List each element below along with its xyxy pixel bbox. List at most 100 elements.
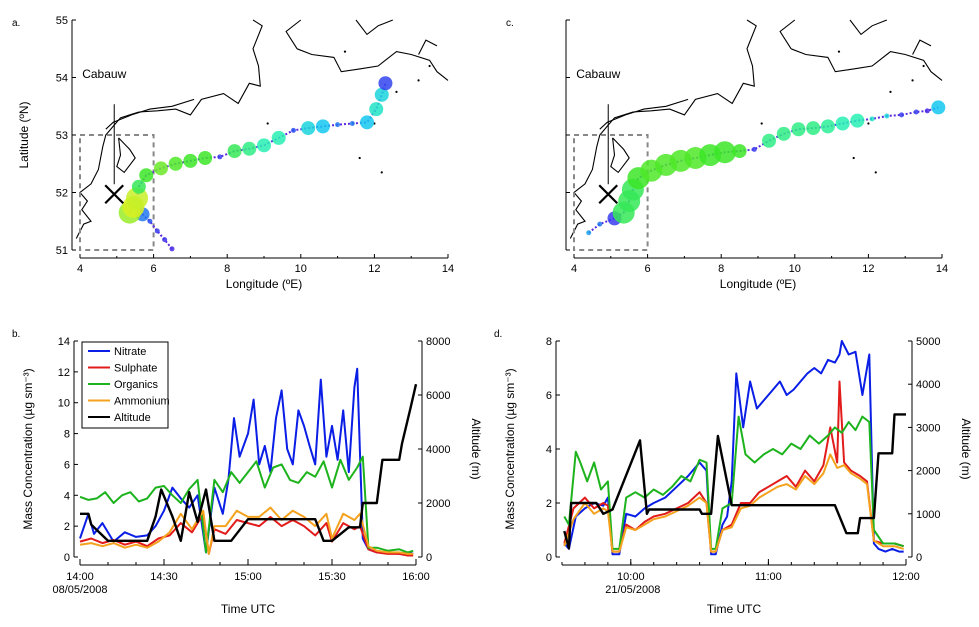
track-point-2 <box>597 221 603 227</box>
y2-axis-label: Altitude (m) <box>469 418 483 479</box>
track-point-1 <box>586 230 592 236</box>
flight-track-line <box>588 106 939 234</box>
y-tick-label-4: 4 <box>64 490 70 502</box>
track-point-13 <box>713 141 736 164</box>
region-box <box>79 134 155 251</box>
track-point-1 <box>169 246 175 252</box>
y2-tick-label-4000: 4000 <box>916 379 940 391</box>
x-tick-label-12: 12 <box>862 263 874 275</box>
x-tick-label-6: 6 <box>645 263 651 275</box>
x-tick-label-0: 14:00 <box>66 571 94 583</box>
y-tick-label-0: 0 <box>546 552 552 564</box>
panel-label: c. <box>506 18 514 29</box>
y2-tick-label-1000: 1000 <box>916 509 940 521</box>
legend-label-sulphate: Sulphate <box>114 363 157 375</box>
x-tick-label-60: 15:00 <box>234 571 262 583</box>
date-label: 08/05/2008 <box>52 584 107 596</box>
legend-label-organics: Organics <box>114 379 159 391</box>
x-axis-label: Longitude (ºE) <box>720 277 796 291</box>
island-5 <box>760 122 763 125</box>
x-tick-label-14: 14 <box>936 263 948 275</box>
coastline-7 <box>912 39 932 55</box>
track-point-15 <box>751 146 757 152</box>
track-point-16 <box>217 154 223 160</box>
track-point-23 <box>315 119 330 134</box>
panel-label: b. <box>12 329 20 340</box>
x-tick-label-4: 4 <box>571 263 577 275</box>
track-point-24 <box>335 122 341 128</box>
track-point-19 <box>806 121 821 136</box>
y-tick-label-14: 14 <box>58 336 70 348</box>
island-5 <box>266 122 269 125</box>
track-point-27 <box>924 108 930 114</box>
y-axis-label: Mass Concentration (µg sm⁻³) <box>21 368 35 529</box>
legend-label-nitrate: Nitrate <box>114 346 146 358</box>
track-point-18 <box>791 122 806 137</box>
track-point-14 <box>732 144 747 159</box>
coastline-2 <box>610 137 630 174</box>
y2-axis-label: Altitude (m) <box>959 418 973 479</box>
series-organics <box>563 415 904 550</box>
y-tick-label-6: 6 <box>546 390 552 402</box>
y-tick-label-2: 2 <box>64 521 70 533</box>
island-4 <box>837 50 841 53</box>
y2-tick-label-6000: 6000 <box>426 390 450 402</box>
track-point-26 <box>913 109 919 115</box>
track-point-17 <box>776 126 791 141</box>
legend-label-ammonium: Ammonium <box>114 396 170 408</box>
track-point-15 <box>198 151 213 165</box>
x-tick-label-8: 8 <box>718 263 724 275</box>
y-tick-label-51: 51 <box>56 245 68 257</box>
series-altitude <box>80 383 418 542</box>
track-point-2 <box>162 237 168 243</box>
island-1 <box>417 79 420 82</box>
track-point-25 <box>349 121 355 126</box>
series-altitude <box>563 413 906 550</box>
panel-label: d. <box>494 329 502 340</box>
track-point-28 <box>374 87 389 102</box>
coastline-6 <box>849 19 888 36</box>
island-3 <box>922 64 925 68</box>
legend-label-altitude: Altitude <box>114 412 151 424</box>
island-1 <box>911 79 914 82</box>
y-axis-label: Mass Concentration (µg sm⁻³) <box>503 368 517 529</box>
coastline-1 <box>75 19 263 239</box>
track-point-27 <box>369 102 384 117</box>
track-point-21 <box>290 127 296 133</box>
island-2 <box>395 90 398 93</box>
x-axis-label: Time UTC <box>707 602 762 616</box>
track-point-25 <box>899 112 905 118</box>
track-point-16 <box>762 133 777 148</box>
y2-tick-label-5000: 5000 <box>916 336 940 348</box>
coastline-1 <box>569 19 757 239</box>
cabauw-label: Cabauw <box>82 67 126 81</box>
track-point-22 <box>850 113 865 128</box>
y-tick-label-10: 10 <box>58 398 70 410</box>
island-6 <box>867 122 870 125</box>
y2-tick-label-3000: 3000 <box>916 422 940 434</box>
track-point-22 <box>301 121 316 136</box>
y2-tick-label-4000: 4000 <box>426 444 450 456</box>
y-tick-label-8: 8 <box>64 429 70 441</box>
x-tick-label-12: 12 <box>368 263 380 275</box>
x-tick-label-8: 8 <box>224 263 230 275</box>
y-tick-label-12: 12 <box>58 367 70 379</box>
y2-tick-label-2000: 2000 <box>916 466 940 478</box>
coastline-6 <box>355 19 394 36</box>
track-point-13 <box>168 156 183 171</box>
island-7 <box>852 156 855 160</box>
track-point-10 <box>131 179 146 194</box>
y-tick-label-53: 53 <box>56 130 68 142</box>
y-tick-label-0: 0 <box>64 552 70 564</box>
series-nitrate <box>79 367 414 555</box>
track-point-14 <box>183 153 198 168</box>
series-ammonium <box>79 506 414 555</box>
track-point-28 <box>931 100 946 115</box>
x-tick-label-60: 11:00 <box>755 571 782 583</box>
coastline-5 <box>779 19 796 50</box>
series-organics <box>79 455 414 554</box>
panel-label: a. <box>12 18 20 29</box>
flight-track-line <box>128 82 387 250</box>
coastline-2 <box>116 137 136 174</box>
